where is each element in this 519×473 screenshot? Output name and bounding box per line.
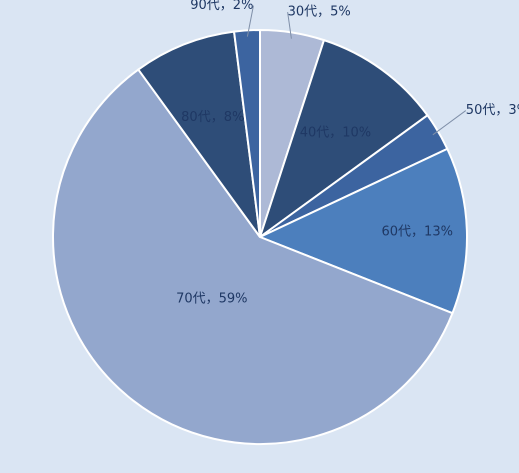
leader-line [287,12,292,39]
pie-slice [258,38,429,240]
data-label: 50代，3% [466,103,519,118]
data-label: 60代，13% [382,225,453,240]
pie-slice [136,30,261,238]
data-label: 90代，2% [190,0,253,13]
leader-line [246,5,254,37]
data-label: 70代，59% [176,292,247,307]
pie-slice [257,147,468,315]
pie-slice [52,68,454,445]
data-label: 30代，5% [288,5,351,20]
pie-slice [232,28,261,238]
data-label: 80代，8% [181,110,244,125]
data-label: 40代，10% [300,126,371,141]
leader-line [432,110,467,136]
